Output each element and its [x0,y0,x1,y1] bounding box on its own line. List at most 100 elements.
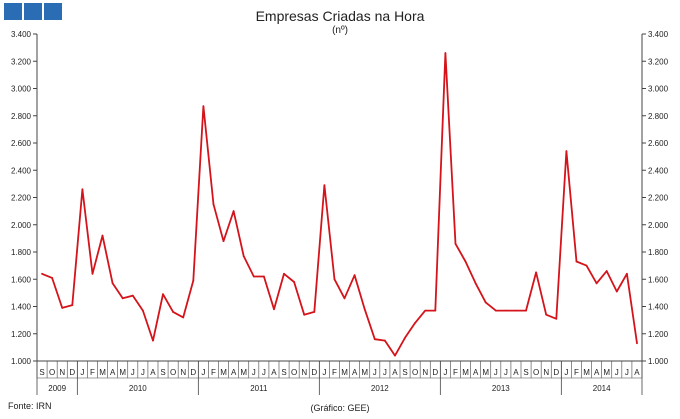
month-label: J [322,368,326,377]
month-label: N [59,368,65,377]
month-label: N [301,368,307,377]
y-tick-label-left: 2.000 [11,221,32,230]
data-point [333,278,336,281]
data-point [565,150,568,153]
y-tick-label-left: 3.400 [11,30,32,39]
logo [4,3,62,20]
data-point [373,338,376,341]
month-label: J [252,368,256,377]
data-point [484,301,487,304]
source-note: Fonte: IRN [8,401,52,411]
month-label: N [543,368,549,377]
data-point [625,272,628,275]
year-label: 2009 [48,384,66,393]
data-point [283,272,285,275]
data-point [515,309,517,312]
data-point [101,234,104,237]
year-label: 2012 [371,384,389,393]
logo-square [44,3,62,20]
month-label: J [443,368,447,377]
data-point [424,309,427,312]
y-tick-label-left: 1.600 [11,275,32,284]
data-point [383,339,386,342]
data-point [162,293,164,296]
data-point [394,354,396,357]
y-tick-label-right: 1.600 [648,275,669,284]
y-tick-label-left: 2.200 [11,194,32,203]
data-point [494,309,497,312]
chart-title: Empresas Criadas na Hora [255,8,425,24]
data-point [131,294,134,297]
y-tick-label-right: 2.000 [648,221,669,230]
month-label: S [39,368,44,377]
y-tick-label-right: 2.800 [648,112,669,121]
month-label: J [373,368,377,377]
y-tick-label-right: 1.400 [648,303,669,312]
y-tick-label-right: 1.000 [648,357,669,366]
data-point [474,282,477,285]
month-label: D [553,368,559,377]
month-label: J [564,368,568,377]
data-point [232,210,235,213]
month-label: J [141,368,145,377]
month-label: A [110,368,116,377]
month-label: M [341,368,348,377]
logo-square [4,3,22,20]
month-label: A [513,368,519,377]
month-label: A [271,368,277,377]
month-label: J [494,368,498,377]
y-tick-label-left: 1.200 [11,330,32,339]
month-label: O [412,368,418,377]
month-label: F [211,368,216,377]
year-label: 2010 [129,384,147,393]
month-label: J [131,368,135,377]
month-label: M [603,368,610,377]
month-label: J [615,368,619,377]
y-tick-label-right: 3.400 [648,30,669,39]
data-point [91,272,94,275]
data-point [111,282,114,285]
month-label: A [352,368,358,377]
y-tick-label-right: 2.200 [648,194,669,203]
data-point [414,321,417,324]
data-point [595,282,598,285]
y-tick-label-right: 3.000 [648,85,669,94]
data-point [444,52,447,54]
month-label: F [90,368,95,377]
month-label: A [634,368,640,377]
month-label: A [392,368,398,377]
month-label: N [180,368,186,377]
month-label: M [583,368,590,377]
month-label: A [594,368,600,377]
month-label: M [462,368,469,377]
y-tick-label-right: 1.800 [648,248,669,257]
month-label: M [99,368,106,377]
data-point [504,309,507,312]
data-point [363,308,366,311]
data-point [555,317,558,320]
data-point [545,313,548,316]
month-label: J [262,368,266,377]
data-point [585,264,588,267]
month-label: O [533,368,539,377]
series-line [41,52,638,357]
y-tick-label-right: 2.600 [648,139,669,148]
month-label: A [150,368,156,377]
y-tick-label-left: 3.000 [11,85,32,94]
month-label: S [523,368,528,377]
month-label: D [311,368,317,377]
month-label: F [332,368,337,377]
data-point [464,260,467,263]
y-tick-label-left: 1.400 [11,303,32,312]
month-label: O [49,368,55,377]
data-point [152,339,154,342]
year-label: 2014 [593,384,611,393]
y-tick-label-left: 2.800 [11,112,32,121]
y-tick-label-left: 1.800 [11,248,32,257]
month-label: S [281,368,286,377]
data-point [41,272,43,275]
month-label: N [422,368,428,377]
month-label: D [190,368,196,377]
year-label: 2013 [492,384,510,393]
month-label: O [291,368,297,377]
